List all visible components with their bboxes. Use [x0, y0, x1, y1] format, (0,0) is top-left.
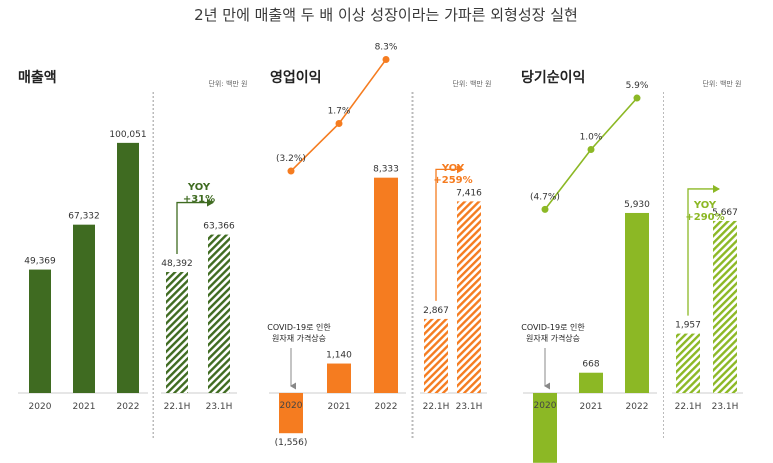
- bar-22.1H: [424, 318, 448, 393]
- margin-point: [287, 167, 295, 175]
- value-label: (1,556): [275, 438, 308, 448]
- margin-point: [541, 205, 549, 213]
- note-line-2: 원자재 가격상승: [526, 333, 580, 343]
- panel-title: 당기순이익: [521, 69, 585, 86]
- bar-2020: [29, 269, 51, 393]
- note-line-2: 원자재 가격상승: [272, 333, 326, 343]
- yoy-label: YOY: [693, 200, 717, 211]
- margin-point: [335, 120, 343, 128]
- value-label: 67,332: [68, 212, 100, 222]
- value-label: 63,366: [203, 222, 235, 232]
- x-tick-label: 22.1H: [675, 402, 702, 412]
- unit-label: 단위: 백만 원: [452, 79, 491, 88]
- value-label: 2,867: [423, 306, 449, 316]
- x-tick-label: 23.1H: [206, 402, 233, 412]
- x-tick-label: 2022: [375, 402, 398, 412]
- margin-label: 1.0%: [580, 133, 603, 143]
- bar-23.1H: [457, 201, 481, 393]
- bar-2021: [73, 224, 95, 393]
- value-label: 100,051: [109, 130, 146, 140]
- margin-label: 8.3%: [375, 42, 398, 52]
- value-label: 1,957: [675, 321, 701, 331]
- unit-label: 단위: 백만 원: [702, 79, 741, 88]
- x-tick-label: 22.1H: [164, 402, 191, 412]
- margin-point: [382, 55, 390, 63]
- yoy-arrow: [435, 165, 464, 301]
- x-tick-label: 22.1H: [423, 402, 450, 412]
- bar-2022: [625, 212, 649, 393]
- yoy-value: +259%: [433, 175, 472, 186]
- x-tick-label: 2022: [117, 402, 140, 412]
- note-line-1: COVID-19로 인한: [267, 322, 331, 332]
- bar-2021: [327, 363, 351, 393]
- value-label: 8,333: [373, 165, 399, 175]
- yoy-value: +290%: [685, 212, 724, 223]
- bar-2020: [279, 393, 303, 434]
- yoy-label: YOY: [441, 163, 465, 174]
- bar-22.1H: [676, 333, 700, 393]
- bar-2021: [579, 372, 603, 393]
- yoy-arrow: [176, 198, 214, 255]
- margin-label: 5.9%: [626, 81, 649, 91]
- yoy-arrow: [687, 184, 720, 316]
- margin-point: [633, 94, 641, 102]
- value-label: 49,369: [24, 257, 56, 267]
- margin-label: 1.7%: [328, 107, 351, 117]
- bar-2022: [374, 177, 398, 393]
- yoy-value: +31%: [183, 194, 215, 205]
- value-label: 1,140: [326, 351, 352, 361]
- value-label: 48,392: [161, 259, 193, 269]
- x-tick-label: 23.1H: [456, 402, 483, 412]
- value-label: 668: [582, 360, 599, 370]
- note-line-1: COVID-19로 인한: [521, 322, 585, 332]
- margin-label: (4.7%): [530, 192, 560, 202]
- unit-label: 단위: 백만 원: [208, 79, 247, 88]
- headline: 2년 만에 매출액 두 배 이상 성장이라는 가파른 외형성장 실현: [194, 6, 578, 24]
- panel-title: 영업이익: [270, 69, 322, 86]
- yoy-label: YOY: [187, 182, 211, 193]
- value-label: 5,930: [624, 200, 650, 210]
- x-tick-label: 2020: [29, 402, 52, 412]
- margin-point: [587, 146, 595, 153]
- x-tick-label: 23.1H: [712, 402, 739, 412]
- bar-2020: [533, 393, 557, 463]
- bar-22.1H: [166, 272, 188, 393]
- value-label: 7,416: [456, 188, 482, 198]
- x-tick-label: 2021: [73, 402, 96, 412]
- x-tick-label: 2021: [328, 402, 351, 412]
- x-tick-label: 2021: [580, 402, 603, 412]
- x-tick-label: 2020: [280, 401, 303, 411]
- value-label: 5,667: [712, 208, 738, 218]
- margin-label: (3.2%): [276, 154, 306, 164]
- x-tick-label: 2020: [534, 401, 557, 411]
- bar-2022: [117, 142, 139, 393]
- x-tick-label: 2022: [626, 402, 649, 412]
- bar-23.1H: [713, 220, 737, 393]
- bar-23.1H: [208, 234, 230, 393]
- panel-title: 매출액: [18, 69, 57, 86]
